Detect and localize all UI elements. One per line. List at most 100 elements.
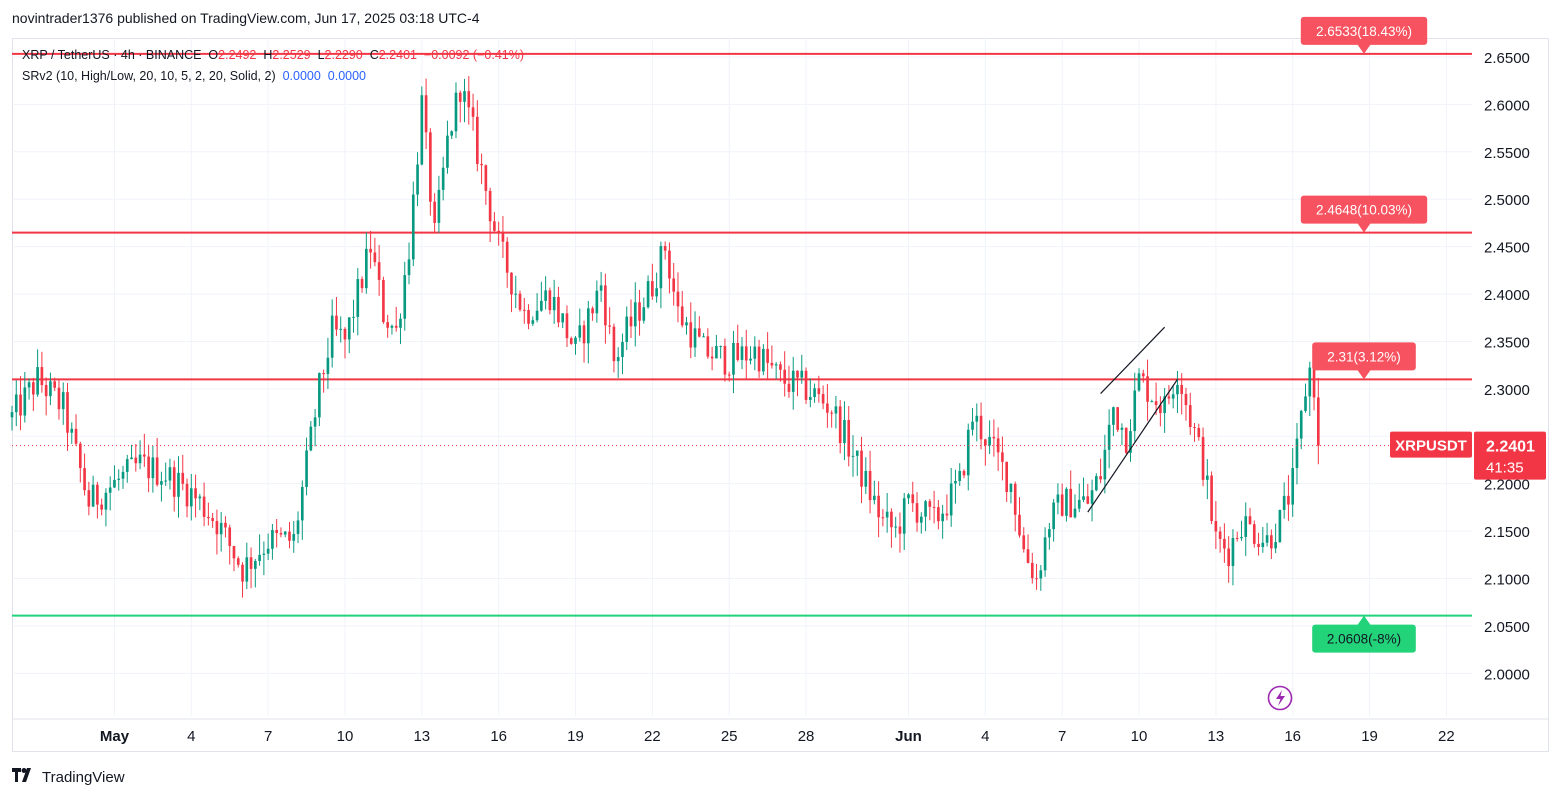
- ohlc-low-value: 2.2290: [324, 48, 363, 62]
- candle: [228, 524, 232, 565]
- candle: [783, 351, 787, 397]
- candle-body: [651, 281, 654, 297]
- candle: [779, 361, 782, 382]
- candle-body: [424, 95, 428, 133]
- candle-body: [399, 318, 402, 328]
- y-tick-label: 2.3000: [1484, 382, 1530, 399]
- candle-body: [689, 322, 693, 348]
- chart-legend: XRP / TetherUS · 4h · BINANCE O2.2492 H2…: [22, 45, 524, 87]
- trendline: [1100, 326, 1166, 395]
- candle-body: [1167, 396, 1171, 399]
- candle-body: [1257, 543, 1260, 547]
- candle: [262, 541, 266, 576]
- level-label-support: 2.0608(-8%): [1312, 615, 1416, 653]
- candle-body: [78, 443, 82, 469]
- candle: [1167, 384, 1171, 405]
- candle-body: [561, 313, 565, 323]
- candle: [467, 76, 471, 125]
- candle-body: [1129, 431, 1132, 453]
- candle: [1099, 458, 1102, 484]
- candle: [1129, 419, 1132, 462]
- candle-body: [437, 189, 441, 223]
- candle-body: [271, 529, 274, 549]
- candle: [245, 542, 249, 589]
- candle-body: [638, 302, 641, 321]
- candle-body: [821, 394, 825, 404]
- candle-body: [151, 457, 155, 479]
- candle-body: [1240, 536, 1243, 539]
- candle: [1244, 502, 1248, 557]
- candle-body: [518, 293, 522, 310]
- candle-body: [655, 288, 658, 297]
- candle-body: [540, 300, 543, 311]
- indicator-legend-row[interactable]: SRv2 (10, High/Low, 20, 10, 5, 2, 20, So…: [22, 66, 524, 87]
- candle-body: [296, 520, 300, 534]
- candle-body: [574, 337, 577, 344]
- candle-body: [625, 316, 629, 342]
- candle-body: [966, 429, 970, 476]
- candle-body: [27, 382, 31, 388]
- symbol-legend-row[interactable]: XRP / TetherUS · 4h · BINANCE O2.2492 H2…: [22, 45, 524, 66]
- candle-body: [1146, 376, 1149, 402]
- candle: [399, 313, 402, 345]
- candle-body: [300, 486, 304, 521]
- candle-body: [633, 302, 637, 327]
- x-tick-label: 7: [1058, 728, 1066, 745]
- candle: [32, 377, 35, 411]
- candle: [185, 478, 189, 518]
- candle: [1184, 387, 1188, 421]
- candle: [932, 490, 936, 524]
- candle-body: [941, 513, 944, 522]
- candle: [1201, 427, 1205, 487]
- candle: [27, 378, 31, 400]
- candle-body: [1201, 437, 1205, 480]
- candle: [356, 268, 360, 336]
- candle-body: [121, 471, 125, 479]
- candle: [680, 290, 684, 328]
- candle-body: [604, 285, 607, 326]
- candle: [1308, 361, 1312, 417]
- chart-frame[interactable]: [12, 38, 1549, 752]
- candle-body: [219, 522, 223, 535]
- candle: [1018, 497, 1021, 538]
- candle: [420, 86, 424, 166]
- candle-body: [1009, 483, 1013, 492]
- candle: [160, 471, 163, 502]
- candle: [881, 509, 885, 527]
- candle-body: [578, 325, 582, 338]
- candle-body: [104, 492, 108, 510]
- candle: [1082, 477, 1085, 503]
- time-axis: May 4 7 10 13 16 19 22 25 28 Jun 4 7 10 13 16 19 22: [12, 718, 1549, 745]
- candle: [911, 481, 915, 512]
- candle: [958, 463, 962, 486]
- candle-body: [911, 494, 915, 504]
- candle: [762, 344, 765, 376]
- candle: [659, 241, 663, 309]
- candle-body: [83, 468, 86, 491]
- candle: [258, 534, 261, 566]
- candle-body: [215, 520, 219, 535]
- candle: [1073, 494, 1077, 519]
- candle: [1295, 423, 1299, 485]
- x-tick-label: 25: [721, 728, 738, 745]
- candle-body: [1304, 396, 1307, 411]
- candle: [706, 328, 710, 359]
- candle-body: [505, 241, 509, 273]
- level-label-pointer: [1357, 615, 1371, 626]
- candle: [685, 316, 688, 335]
- candle: [1022, 527, 1026, 553]
- candle-body: [527, 309, 530, 324]
- candle-body: [288, 531, 291, 541]
- lightning-icon[interactable]: [1267, 685, 1293, 711]
- candle: [1270, 529, 1273, 559]
- candle: [471, 93, 475, 131]
- tradingview-logo[interactable]: TradingView: [12, 768, 125, 787]
- candle: [1274, 523, 1277, 554]
- candle: [78, 441, 82, 483]
- candle-body: [1022, 535, 1026, 550]
- candle: [962, 469, 966, 479]
- candle: [924, 500, 927, 532]
- candle-body: [510, 272, 513, 295]
- candle-body: [522, 309, 526, 311]
